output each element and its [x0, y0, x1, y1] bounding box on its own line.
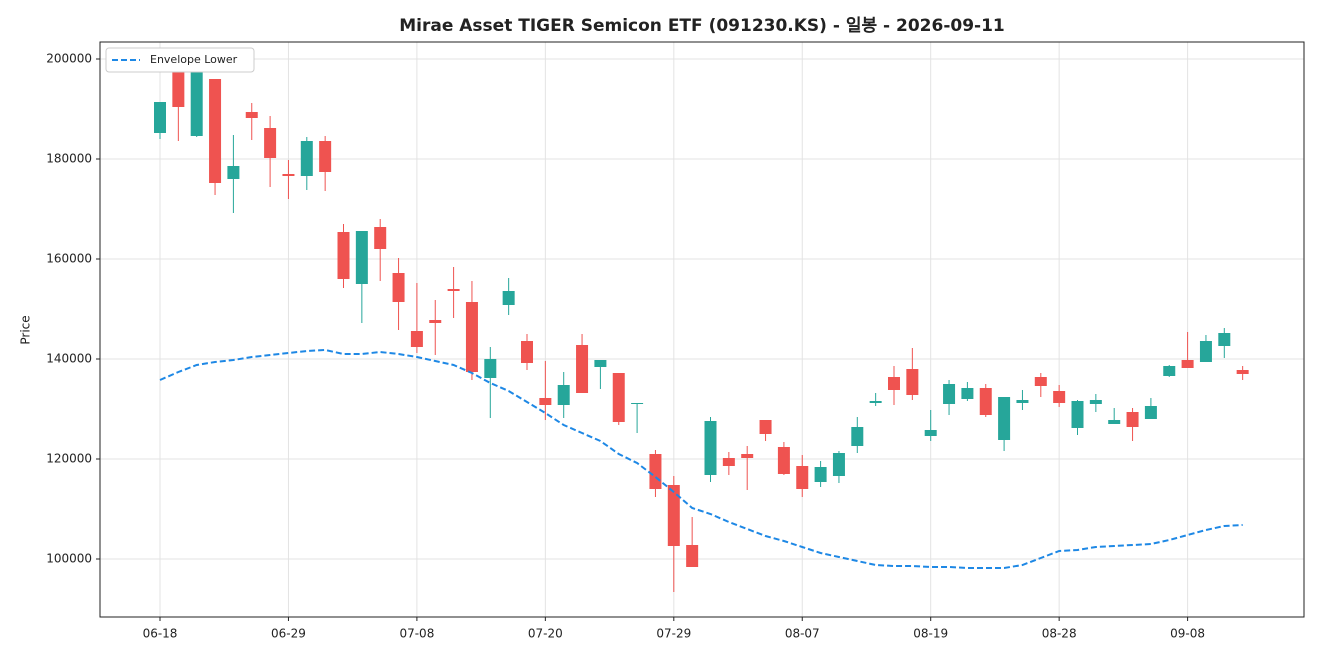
y-tick-label: 100000	[46, 552, 92, 566]
candle-body	[410, 331, 423, 347]
candle-body	[1218, 333, 1231, 346]
y-tick-label: 160000	[46, 252, 92, 266]
candle-body	[1236, 370, 1249, 374]
candle-body	[1108, 420, 1121, 424]
candle-body	[888, 377, 900, 390]
candle-body	[521, 341, 533, 363]
envelope-line	[159, 348, 1243, 569]
candle-body	[943, 384, 956, 404]
candle-body	[227, 166, 240, 179]
candle-body	[1126, 412, 1139, 427]
candle-body	[649, 454, 662, 489]
x-tick-label: 08-07	[785, 627, 820, 641]
y-tick-label: 120000	[46, 452, 92, 466]
candle-body	[1053, 391, 1066, 403]
candle-body	[722, 458, 735, 466]
candle-body	[209, 79, 222, 183]
candle-body	[704, 421, 717, 475]
legend-box	[105, 47, 255, 73]
x-tick-label: 07-20	[528, 627, 563, 641]
candle-body	[392, 273, 405, 302]
candle-body	[851, 427, 864, 446]
plot-bg	[100, 42, 1304, 617]
candle-body	[777, 447, 790, 474]
candle-body	[190, 72, 203, 136]
candle-body	[337, 232, 350, 279]
chart-title: Mirae Asset TIGER Semicon ETF (091230.KS…	[399, 16, 1005, 36]
candle-body	[832, 453, 845, 476]
candle-body	[667, 485, 680, 546]
y-tick-label: 140000	[46, 352, 92, 366]
x-tick-label: 06-18	[143, 627, 178, 641]
candle-body	[1163, 366, 1176, 376]
candle-body	[686, 545, 699, 567]
candle-body	[484, 359, 497, 378]
candle-body	[759, 420, 772, 434]
candle-body	[961, 388, 974, 399]
candle-body	[979, 388, 992, 415]
candle-body	[869, 401, 882, 403]
candle-body	[924, 430, 937, 436]
candle-body	[264, 128, 277, 158]
candle-body	[319, 141, 332, 172]
candle-body	[906, 369, 919, 395]
candle-body	[594, 360, 607, 367]
candle-body	[300, 141, 313, 176]
candle-body	[1071, 401, 1084, 428]
candle-body	[1181, 360, 1194, 368]
candle-body	[282, 174, 295, 176]
candle-body	[374, 227, 387, 249]
y-tick-label: 200000	[46, 52, 92, 66]
legend: Envelope Lower	[105, 47, 255, 73]
candle-body	[1016, 400, 1029, 403]
candle-body	[998, 397, 1011, 440]
x-tick-label: 09-08	[1170, 627, 1205, 641]
candle-body	[355, 231, 368, 284]
candle-body	[465, 302, 478, 372]
candle-body	[814, 467, 827, 482]
candle-body	[1144, 406, 1157, 419]
candle-body	[1199, 341, 1212, 362]
x-tick-label: 07-29	[656, 627, 691, 641]
x-tick-label: 07-08	[399, 627, 434, 641]
candle-body	[539, 398, 552, 405]
candle-body	[429, 320, 442, 323]
candle-body	[557, 385, 570, 405]
candle-body	[576, 345, 589, 393]
candle-body	[612, 373, 625, 422]
candle-body	[631, 403, 644, 404]
y-axis-label: Price	[19, 315, 33, 344]
x-tick-label: 06-29	[271, 627, 306, 641]
candle-body	[741, 454, 754, 458]
candle-body	[1034, 377, 1047, 386]
candle-body	[796, 466, 809, 489]
x-tick-label: 08-19	[913, 627, 948, 641]
candle-body	[154, 102, 166, 133]
legend-label: Envelope Lower	[150, 53, 238, 66]
y-tick-label: 180000	[46, 152, 92, 166]
candle-body	[1089, 400, 1102, 404]
x-tick-label: 08-28	[1042, 627, 1077, 641]
candle-body	[502, 291, 515, 305]
candle-body	[172, 72, 185, 107]
candle-body	[447, 289, 460, 291]
plot-frame	[99, 41, 1305, 618]
candle-body	[245, 112, 258, 118]
